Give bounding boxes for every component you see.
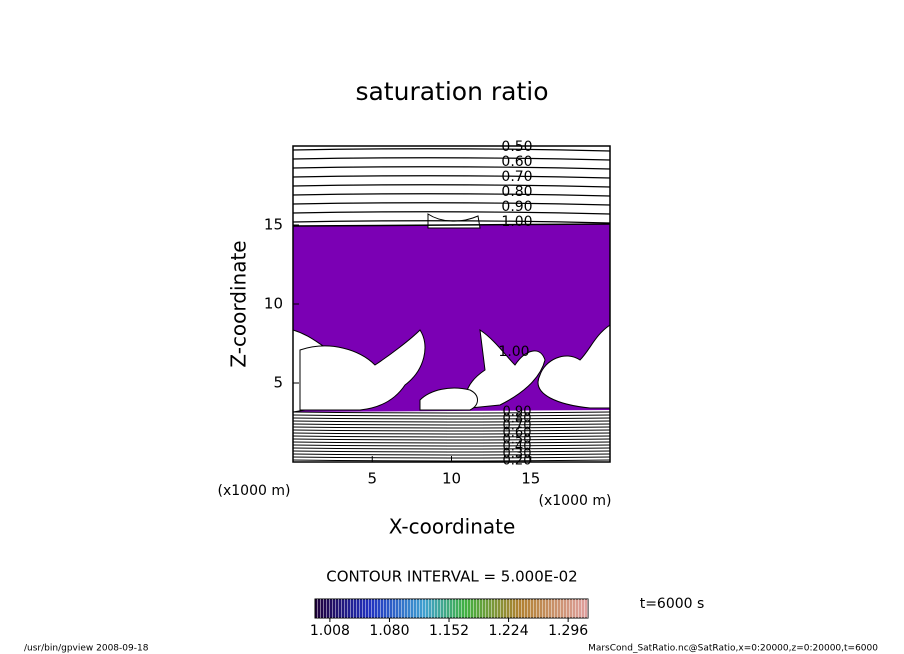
unsaturated-region xyxy=(537,324,610,409)
contour-line xyxy=(293,175,610,179)
contour-line xyxy=(293,456,610,459)
footer-right: MarsCond_SatRatio.nc@SatRatio,x=0:20000,… xyxy=(588,644,878,654)
contour-line xyxy=(293,450,610,453)
contour-line xyxy=(293,432,610,435)
footer-left: /usr/bin/gpview 2008-09-18 xyxy=(24,644,149,654)
contour-line xyxy=(293,426,610,429)
unsaturated-region xyxy=(419,387,478,411)
contour-label: 0.70 xyxy=(501,169,532,185)
contour-line xyxy=(293,441,610,444)
x-axis-label: X-coordinate xyxy=(389,515,516,539)
contour-line xyxy=(293,438,610,441)
y-tick-label: 5 xyxy=(273,374,283,392)
contour-label: 0.50 xyxy=(503,433,532,448)
contour-label: 0.50 xyxy=(501,139,532,155)
unsaturated-region xyxy=(299,329,426,411)
y-unit: (x1000 m) xyxy=(218,483,291,499)
contour-line xyxy=(293,211,610,215)
contour-line xyxy=(293,202,610,206)
contour-line xyxy=(293,447,610,450)
contour-line xyxy=(293,453,610,456)
contour-line xyxy=(293,220,610,224)
colorbar-stripes xyxy=(315,599,588,618)
y-axis-label: Z-coordinate xyxy=(227,240,251,367)
x-tick-label: 15 xyxy=(521,470,540,488)
contour-line xyxy=(293,184,610,188)
colorbar-tick-label: 1.224 xyxy=(489,623,529,639)
contour-line xyxy=(293,148,610,152)
contour-line xyxy=(293,166,610,170)
contour-line xyxy=(293,414,610,417)
contour-label: 0.70 xyxy=(503,419,532,434)
colorbar-tick-label: 1.296 xyxy=(548,623,588,639)
y-tick-label: 10 xyxy=(264,295,283,313)
chart-title: saturation ratio xyxy=(355,77,548,106)
contour-label: 0.60 xyxy=(501,154,532,170)
contour-label: 0.90 xyxy=(503,405,532,420)
colorbar-tick-label: 1.008 xyxy=(310,623,350,639)
contour-line xyxy=(293,417,610,420)
x-unit: (x1000 m) xyxy=(539,493,612,509)
contour-label: 0.60 xyxy=(503,426,532,441)
contour-line xyxy=(293,444,610,447)
contour-line xyxy=(293,459,610,462)
contour-label: 0.80 xyxy=(501,184,532,200)
contour-label: 0.80 xyxy=(503,412,532,427)
plot-area xyxy=(293,148,610,462)
contour-line xyxy=(293,423,610,426)
contour-label: 0.90 xyxy=(501,199,532,215)
contour-line xyxy=(293,429,610,432)
contour-label: 0.30 xyxy=(503,447,532,462)
contour-interval: CONTOUR INTERVAL = 5.000E-02 xyxy=(326,568,577,586)
contour-line xyxy=(293,420,610,423)
contour-line xyxy=(293,193,610,197)
x-tick-label: 5 xyxy=(367,470,377,488)
x-tick-label: 10 xyxy=(442,470,461,488)
contour-line xyxy=(293,157,610,161)
contour-label: 1.00 xyxy=(498,344,529,360)
contour-line xyxy=(293,223,610,227)
contour-label: 1.00 xyxy=(501,214,532,230)
contour-line xyxy=(293,411,610,414)
contour-label: 0.40 xyxy=(503,440,532,455)
y-tick-label: 15 xyxy=(264,216,283,234)
time-label: t=6000 s xyxy=(640,596,705,612)
colorbar-tick-label: 1.152 xyxy=(429,623,469,639)
contour-line xyxy=(293,435,610,438)
contour-label: 0.20 xyxy=(503,454,532,469)
colorbar-tick-label: 1.080 xyxy=(369,623,409,639)
